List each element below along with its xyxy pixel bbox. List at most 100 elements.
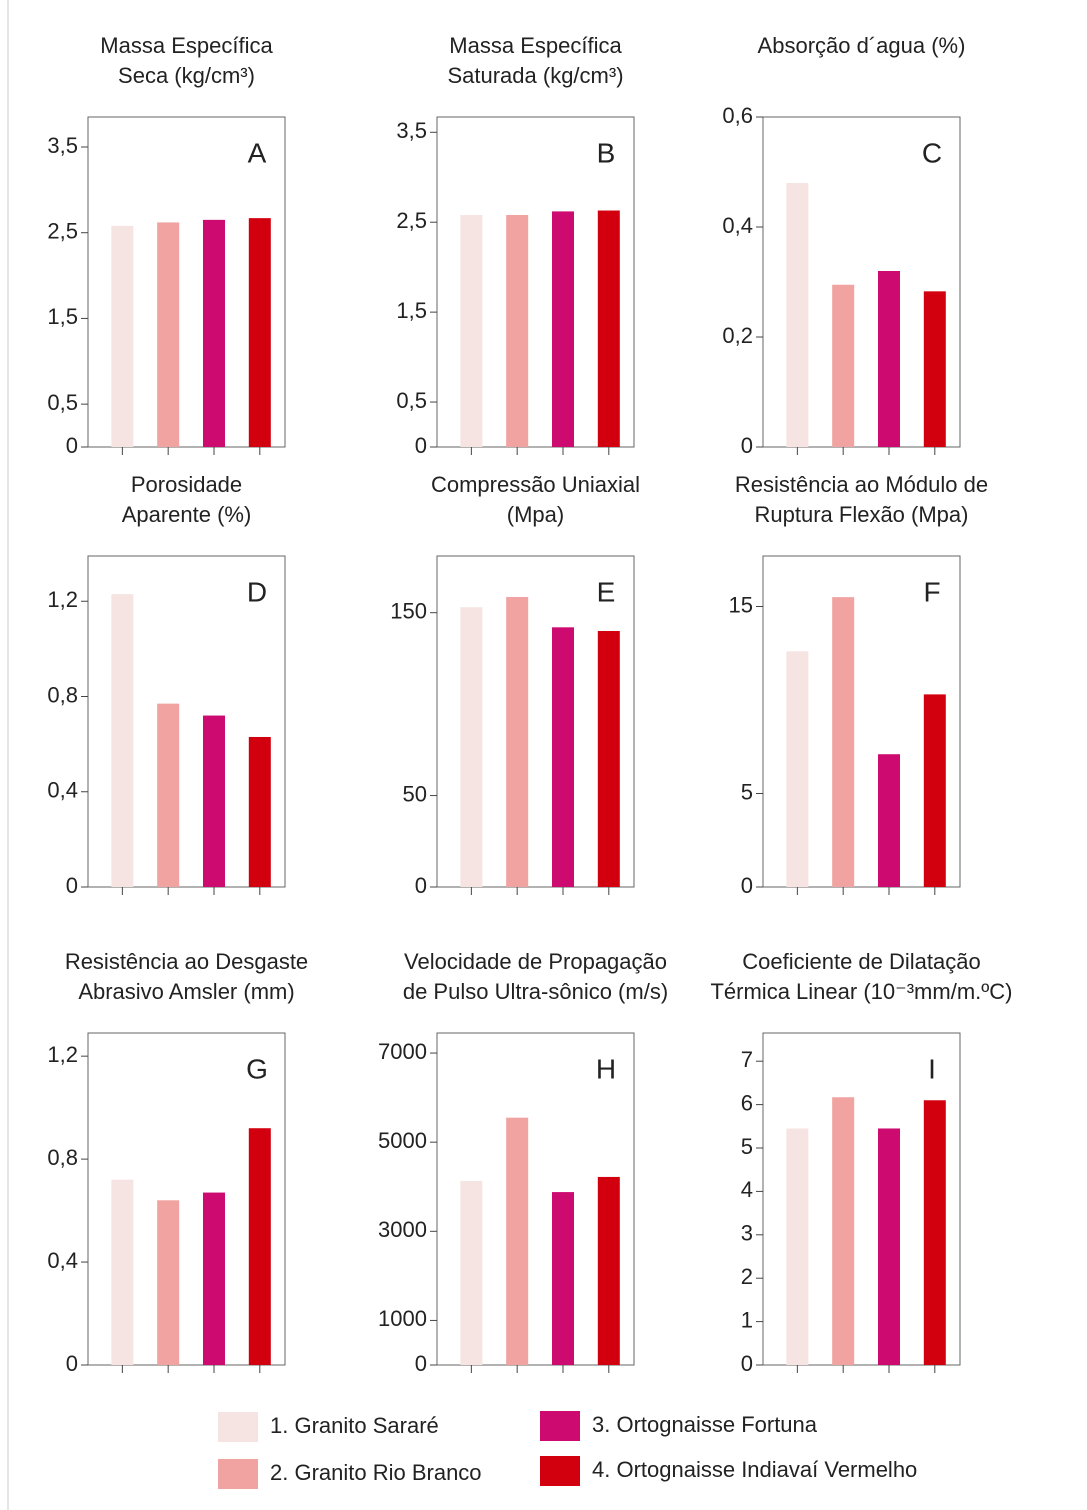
y-tick-label: 1,2 [47,1042,78,1067]
bar [157,222,180,447]
chart-title: Resistência ao Módulo de [735,472,988,497]
y-tick-label: 0 [415,433,427,458]
chart-title: Coeficiente de Dilatação [742,949,980,974]
bar [923,694,946,887]
bar [923,1100,946,1365]
bar [786,1128,809,1365]
bar [202,219,225,447]
bar [506,596,529,887]
y-tick-label: 1000 [378,1306,427,1331]
bar [248,1128,271,1365]
y-tick-label: 0 [66,1351,78,1376]
panel-letter: G [246,1053,268,1084]
legend-swatch [218,1412,258,1442]
panel-letter: H [596,1053,616,1084]
y-tick-label: 6 [741,1090,753,1115]
bar [111,1179,134,1365]
y-tick-label: 3,5 [396,118,427,143]
plot-frame [87,1032,286,1366]
panel-letter: F [923,576,940,607]
legend-swatch [540,1411,580,1441]
bar [832,1097,855,1365]
y-tick-label: 5 [741,1134,753,1159]
chart-title: (Mpa) [507,502,564,527]
bar [786,183,809,447]
y-tick-label: 1 [741,1307,753,1332]
legend-label: 2. Granito Rio Branco [270,1460,482,1485]
bar [832,597,855,887]
chart-title: Compressão Uniaxial [431,472,640,497]
bar [248,736,271,887]
chart-title: Térmica Linear (10⁻³mm/m.ºC) [710,979,1012,1004]
bar [597,630,620,887]
y-tick-label: 7 [741,1047,753,1072]
panel-letter: A [248,137,267,168]
chart-title: Massa Específica [100,33,273,58]
y-tick-label: 5 [741,779,753,804]
y-tick-label: 3,5 [47,133,78,158]
y-tick-label: 4 [741,1177,753,1202]
chart-title: Saturada (kg/cm³) [447,63,623,88]
panel-letter: B [597,137,616,168]
bar [460,215,483,447]
y-tick-label: 0,8 [47,1145,78,1170]
bar [551,627,574,887]
bar [157,1200,180,1365]
y-tick-label: 1,5 [396,298,427,323]
bar [786,651,809,887]
bar [597,210,620,447]
legend-swatch [540,1456,580,1486]
chart-title: Aparente (%) [122,502,252,527]
y-tick-label: 0 [741,1351,753,1376]
bar [111,225,134,447]
bar [202,715,225,887]
y-tick-label: 2,5 [396,208,427,233]
bar [832,284,855,447]
chart-title: Massa Específica [449,33,622,58]
legend-label: 1. Granito Sararé [270,1413,439,1438]
chart-title: de Pulso Ultra-sônico (m/s) [403,979,668,1004]
y-tick-label: 0 [66,873,78,898]
panel-letter: I [928,1053,936,1084]
bar [248,218,271,447]
y-tick-label: 0,6 [722,103,753,128]
y-tick-label: 0 [741,433,753,458]
y-tick-label: 0,5 [47,390,78,415]
y-tick-label: 50 [403,781,427,806]
chart-title: Porosidade [131,472,242,497]
plot-frame [762,116,961,448]
chart-title: Velocidade de Propagação [404,949,667,974]
y-tick-label: 0 [415,1351,427,1376]
legend-swatch [218,1459,258,1489]
y-tick-label: 2,5 [47,219,78,244]
bar [506,1117,529,1365]
y-tick-label: 0,2 [722,323,753,348]
chart-title: Absorção d´agua (%) [758,33,966,58]
y-tick-label: 5000 [378,1128,427,1153]
y-tick-label: 1,5 [47,304,78,329]
plot-frame [762,555,961,888]
bar [460,1180,483,1365]
bar [877,271,900,447]
chart-title: Ruptura Flexão (Mpa) [755,502,969,527]
bar [157,703,180,887]
bar [551,1192,574,1365]
y-tick-label: 0,4 [47,778,78,803]
y-tick-label: 3 [741,1221,753,1246]
plot-frame [87,555,286,888]
y-tick-label: 150 [390,599,427,624]
y-tick-label: 0 [66,433,78,458]
panel-letter: E [597,576,616,607]
bar [202,1192,225,1365]
y-tick-label: 15 [729,592,753,617]
y-tick-label: 0,4 [722,213,753,238]
bar [597,1176,620,1365]
plot-frame [87,116,286,448]
y-tick-label: 0 [415,873,427,898]
y-tick-label: 0,8 [47,682,78,707]
chart-title: Resistência ao Desgaste [65,949,308,974]
y-tick-label: 1,2 [47,587,78,612]
bar [877,1128,900,1365]
